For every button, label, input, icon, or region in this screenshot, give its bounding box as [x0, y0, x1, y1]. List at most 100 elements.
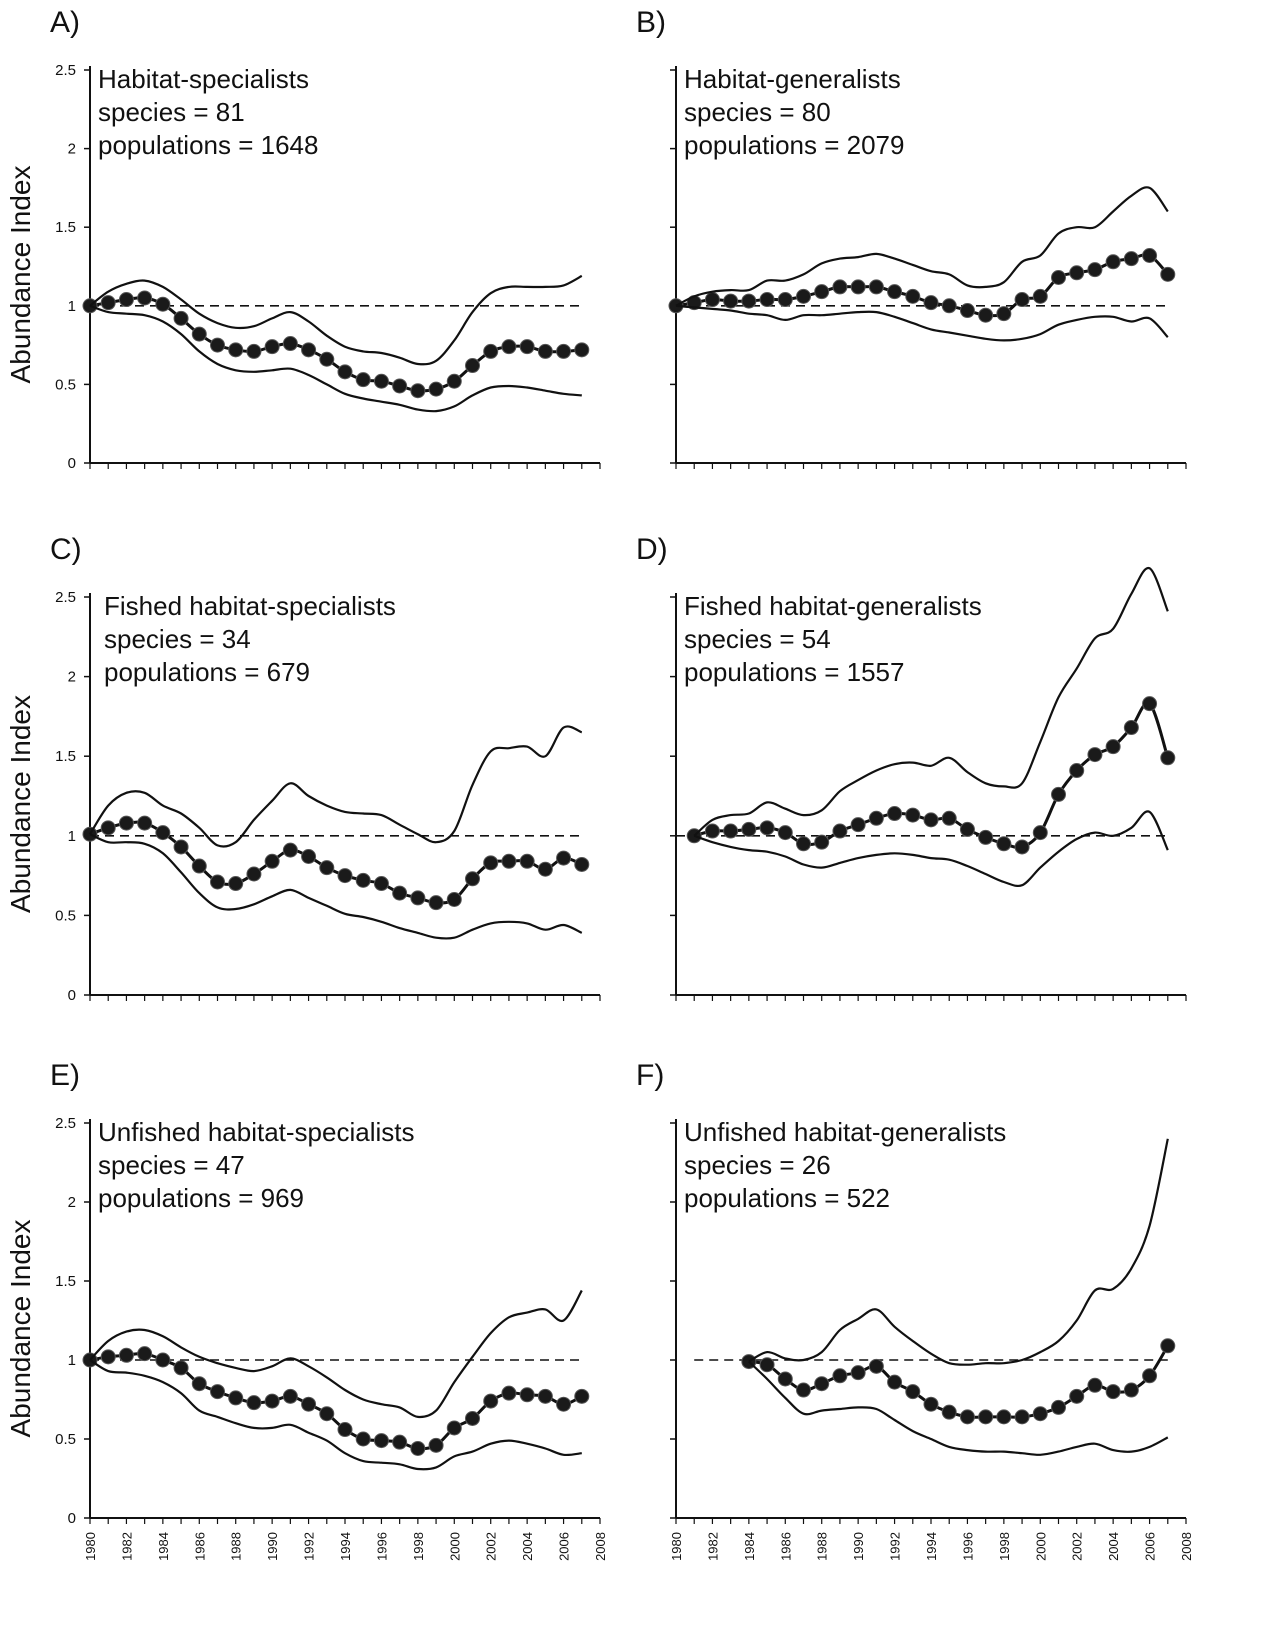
data-point	[319, 1406, 335, 1422]
data-point	[301, 1396, 317, 1412]
data-point	[210, 1384, 225, 1400]
data-point	[1105, 254, 1121, 270]
x-tick-label: 1998	[411, 1532, 426, 1561]
data-point	[978, 829, 994, 845]
data-point	[556, 1396, 572, 1412]
ci-upper-line	[693, 567, 1169, 837]
data-point	[1069, 1388, 1085, 1404]
data-point	[373, 373, 389, 389]
data-point	[446, 373, 462, 389]
data-point	[704, 823, 720, 839]
info-line: populations = 1648	[98, 130, 318, 160]
data-point	[832, 279, 848, 295]
data-point	[392, 378, 408, 394]
data-point	[978, 1409, 994, 1425]
y-tick-label: 2.5	[55, 62, 76, 79]
y-tick-label: 1.5	[55, 748, 76, 765]
data-point	[137, 1346, 153, 1362]
data-point	[868, 810, 884, 826]
data-point	[850, 279, 866, 295]
data-point	[155, 825, 171, 841]
data-point	[501, 1385, 517, 1401]
data-point	[905, 1384, 921, 1400]
x-tick-label: 1986	[778, 1532, 793, 1561]
data-point	[282, 842, 298, 858]
data-point	[1051, 1399, 1066, 1415]
data-point	[850, 817, 866, 833]
data-point	[483, 1393, 499, 1409]
index-line	[89, 1352, 583, 1451]
data-point	[410, 1440, 426, 1456]
data-point	[704, 292, 720, 308]
y-axis-label: Abundance Index	[5, 695, 36, 913]
ci-upper-line	[89, 725, 583, 848]
data-point	[978, 307, 994, 323]
data-point	[814, 834, 830, 850]
x-tick-label: 1982	[119, 1532, 134, 1561]
data-point	[282, 1388, 298, 1404]
data-point	[483, 343, 499, 359]
data-point	[519, 339, 535, 355]
panel-c: C) 0 0.5 1 1.5 2 2.5 Abundance Index Fished habi…	[5, 533, 601, 1004]
info-line: species = 81	[98, 97, 245, 127]
data-point	[246, 1395, 262, 1411]
info-line: species = 54	[684, 624, 831, 654]
data-point	[264, 1393, 280, 1409]
data-point	[905, 288, 921, 304]
index-line	[675, 253, 1169, 318]
index-line	[89, 296, 582, 393]
data-point	[337, 364, 353, 380]
x-tick-label: 2004	[520, 1532, 535, 1561]
ci-upper-line	[89, 274, 583, 366]
ci-upper-line	[748, 1138, 1169, 1366]
data-point	[355, 1431, 371, 1447]
info-line: Unfished habitat-specialists	[98, 1117, 415, 1147]
y-tick-label: 0	[68, 1510, 76, 1527]
data-point	[282, 336, 298, 352]
data-point	[465, 871, 480, 887]
panel-f: F) 1980 1982 1984 1986 1988 1990 1992 1994 1996 19…	[636, 1059, 1194, 1561]
data-point	[301, 848, 317, 864]
x-tick-label: 1994	[338, 1532, 353, 1561]
data-point	[996, 836, 1012, 852]
x-tick-label: 1980	[83, 1532, 98, 1561]
data-point	[155, 296, 171, 312]
data-point	[1160, 1338, 1176, 1354]
data-point	[941, 298, 957, 314]
y-tick-label: 1	[68, 828, 76, 845]
data-point	[1087, 1377, 1103, 1393]
info-line: species = 26	[684, 1150, 831, 1180]
data-point	[1142, 1368, 1158, 1384]
data-point	[537, 1388, 553, 1404]
panel-label: C)	[50, 533, 82, 566]
data-point	[1105, 1384, 1121, 1400]
data-point	[941, 1404, 957, 1420]
x-tick-label: 1992	[302, 1532, 317, 1561]
data-point	[868, 1358, 884, 1374]
data-point	[173, 310, 189, 326]
info-line: populations = 2079	[684, 130, 904, 160]
data-point	[1123, 720, 1139, 736]
data-point	[537, 343, 553, 359]
data-point	[814, 284, 830, 300]
y-tick-label: 2	[68, 1194, 76, 1211]
data-point	[191, 858, 207, 874]
data-point	[428, 1437, 444, 1453]
data-point	[1160, 750, 1176, 766]
data-point	[1123, 1382, 1139, 1398]
data-point	[796, 836, 811, 852]
data-point	[574, 856, 590, 872]
info-line: Unfished habitat-generalists	[684, 1117, 1006, 1147]
x-tick-label: 2002	[1070, 1532, 1085, 1561]
x-tick-label: 2000	[447, 1532, 462, 1561]
y-tick-label: 2	[68, 141, 76, 158]
data-point	[574, 342, 590, 358]
data-point	[118, 815, 134, 831]
info-line: Fished habitat-specialists	[104, 591, 396, 621]
data-point	[100, 1349, 116, 1365]
y-tick-label: 0	[68, 987, 76, 1004]
data-point	[1051, 786, 1066, 802]
data-point	[373, 1433, 389, 1449]
data-point	[100, 820, 116, 836]
